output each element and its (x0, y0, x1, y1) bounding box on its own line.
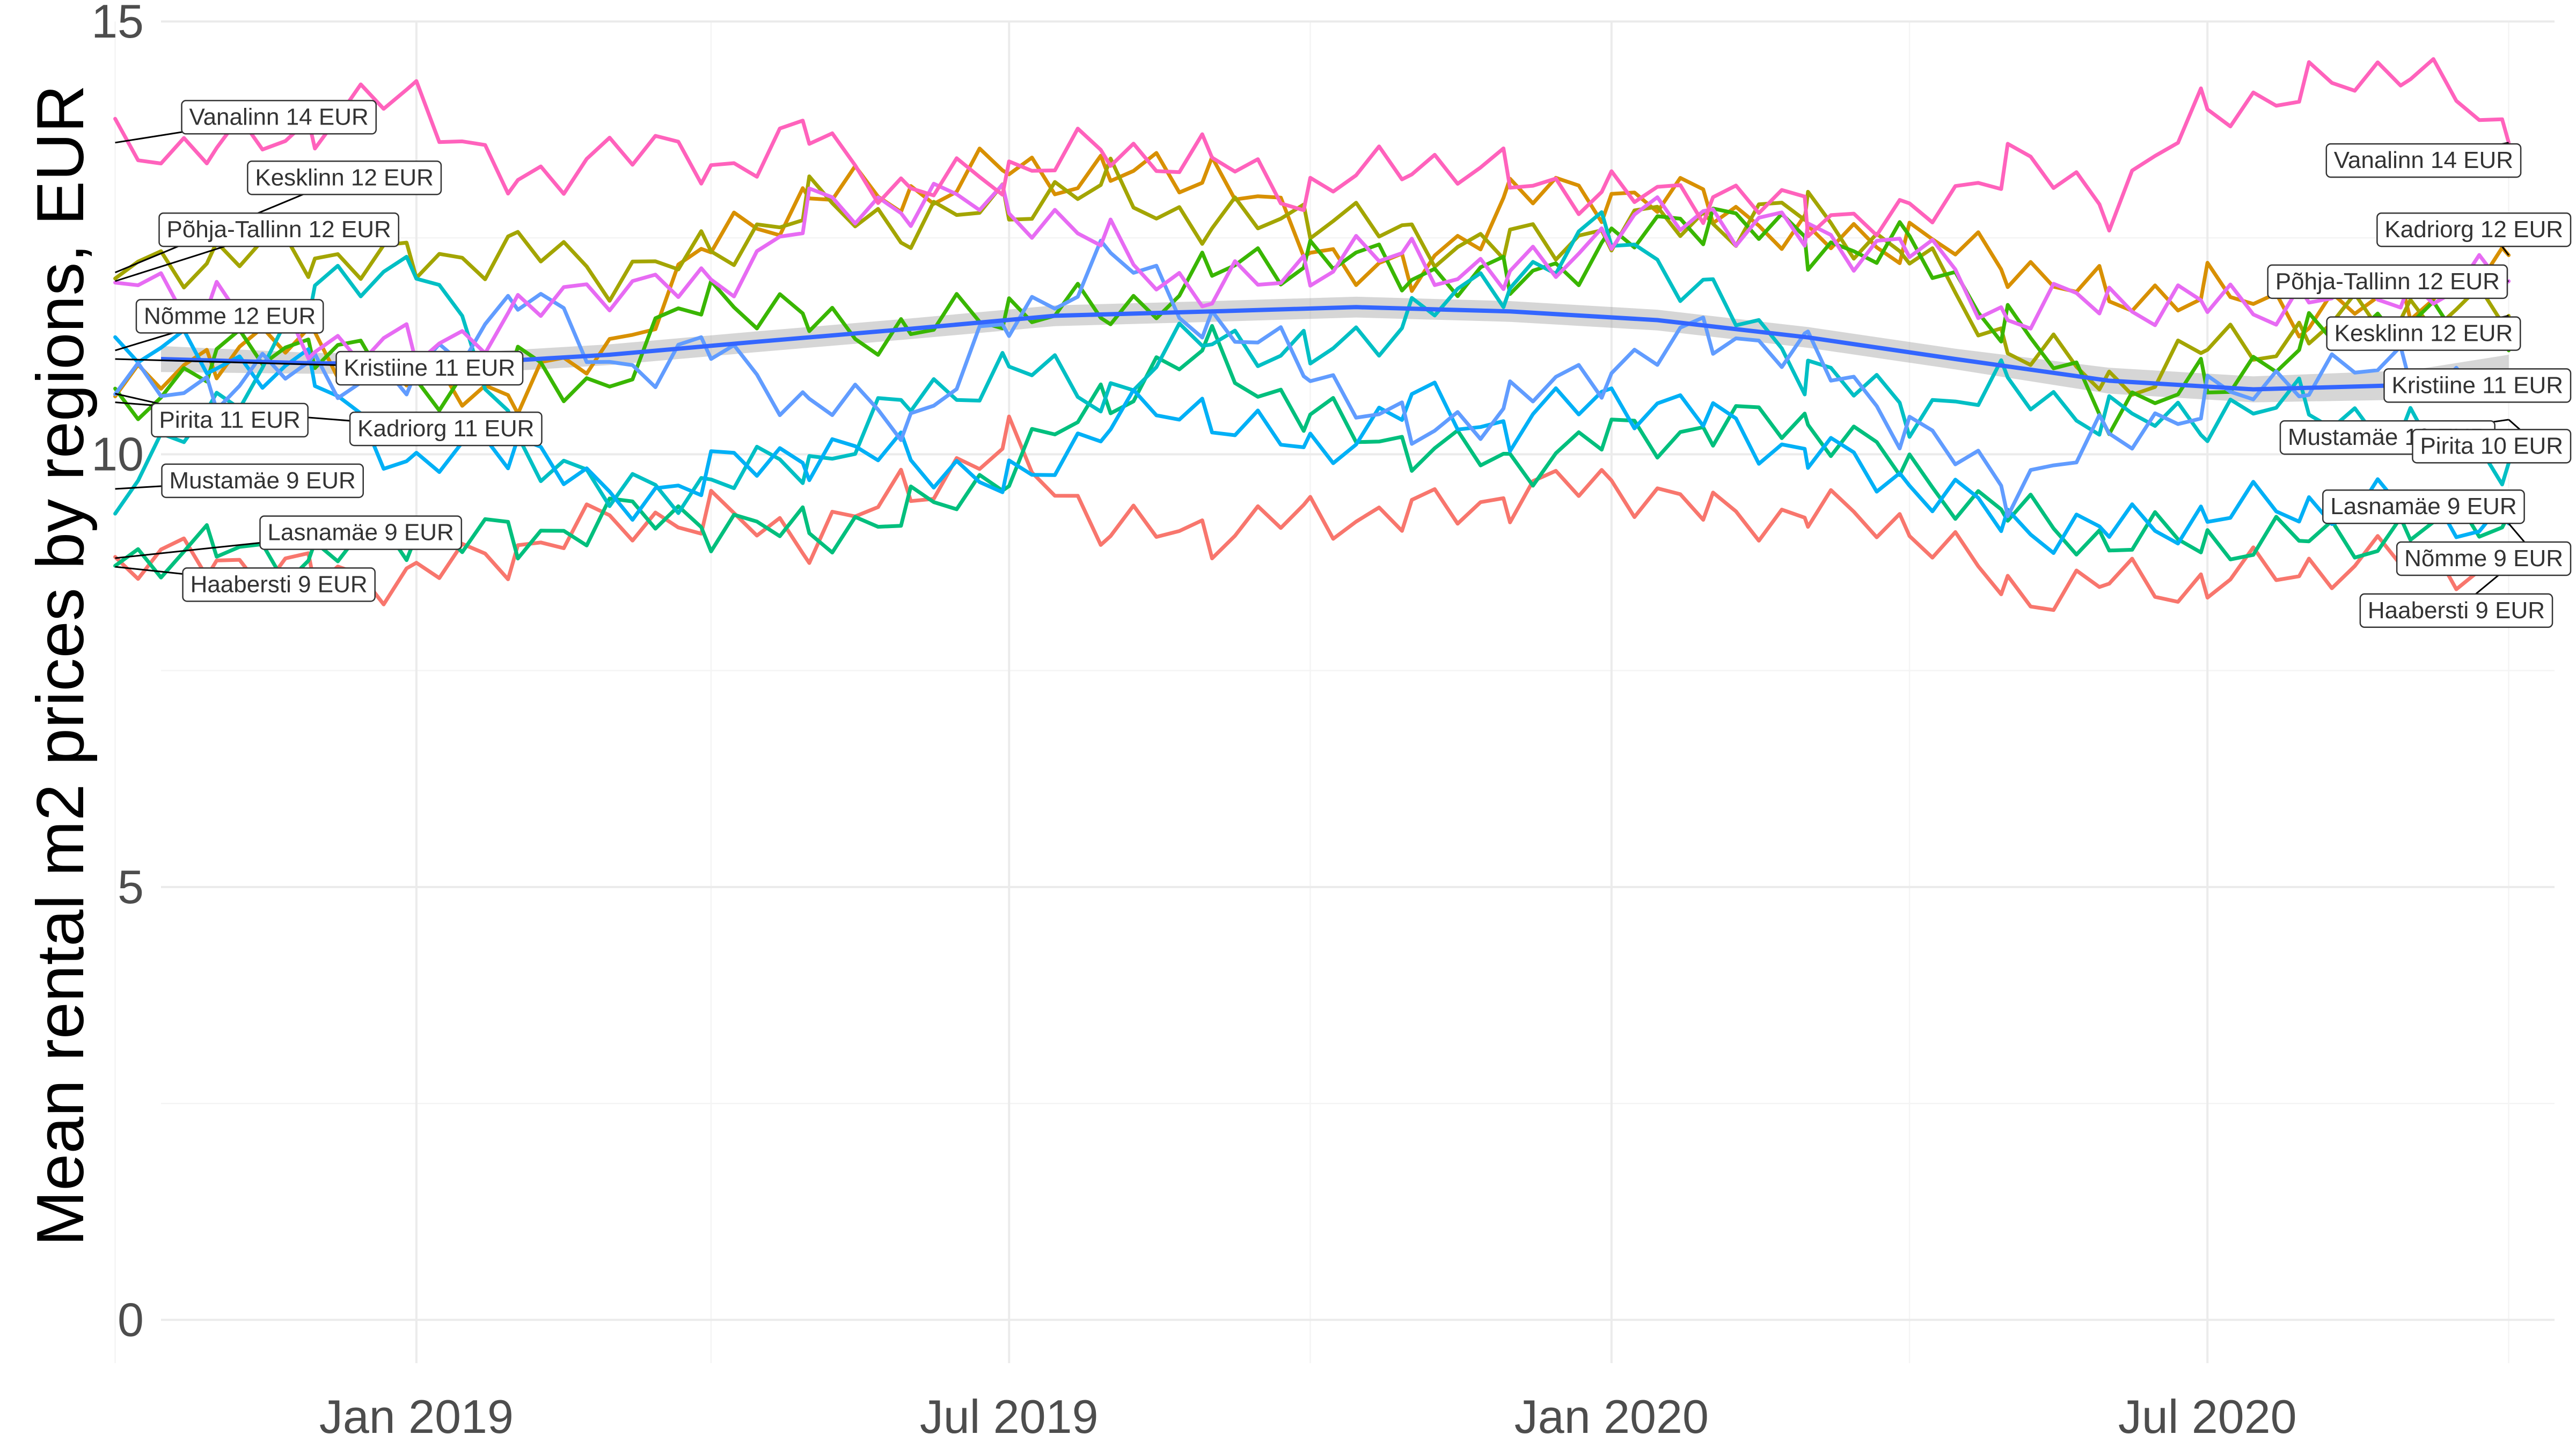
label-box (2383, 368, 2572, 403)
trend-confidence-band-layer (161, 296, 2509, 402)
series-label-lasnamae-9-eur: Lasnamäe 9 EUR (259, 515, 463, 550)
series-label-mustamae-9-eur: Mustamäe 9 EUR (161, 463, 364, 499)
label-text: Kadriorg 12 EUR (2384, 216, 2563, 243)
series-line-vanalinn (113, 57, 2511, 238)
label-box (2359, 593, 2553, 628)
series-line-pohja-tallinn (113, 181, 2511, 365)
label-box (182, 567, 376, 602)
series-label-kadriorg-12-eur: Kadriorg 12 EUR (2376, 212, 2572, 247)
label-text: Kristiine 11 EUR (344, 355, 516, 381)
y-tick-label: 15 (91, 0, 144, 48)
label-box (259, 515, 463, 550)
x-axis-tick-labels: Jan 2019 Jul 2019 Jan 2020 Jul 2020 (319, 1390, 2297, 1443)
label-text: Kesklinn 12 EUR (255, 164, 434, 191)
series-label-vanalinn-14-eur: Vanalinn 14 EUR (2325, 143, 2522, 178)
series-label-nomme-9-eur: Nõmme 9 EUR (2396, 541, 2572, 576)
label-box (349, 411, 543, 447)
series-line-kadriorg (113, 147, 2511, 416)
label-text: Kristiine 11 EUR (2391, 372, 2563, 398)
label-text: Kadriorg 11 EUR (357, 415, 534, 442)
series-label-kadriorg-11-eur: Kadriorg 11 EUR (349, 411, 543, 447)
series-label-kristiine-11-eur: Kristiine 11 EUR (2383, 368, 2572, 403)
label-text: Mustamäe 9 EUR (170, 467, 356, 494)
label-box (161, 463, 364, 499)
label-text: Haabersti 9 EUR (191, 571, 368, 597)
series-label-pohja-tallinn-12-eur: Põhja-Tallinn 12 EUR (158, 212, 400, 247)
label-box (2412, 429, 2572, 464)
label-text: Lasnamäe 9 EUR (2330, 493, 2516, 519)
label-text: Põhja-Tallinn 12 EUR (167, 216, 391, 243)
series-line-lasnamae (113, 324, 2511, 586)
label-box (151, 402, 309, 438)
x-tick-label: Jan 2020 (1514, 1390, 1709, 1443)
series-line-pirita (113, 238, 2511, 518)
label-box (2376, 212, 2572, 247)
series-label-kesklinn-12-eur: Kesklinn 12 EUR (2326, 316, 2521, 351)
label-text: Pirita 11 EUR (159, 407, 300, 433)
label-box (2267, 264, 2508, 299)
y-axis-tick-labels: 0 5 10 15 (91, 0, 144, 1346)
y-tick-label: 10 (91, 427, 144, 480)
series-label-pirita-10-eur: Pirita 10 EUR (2412, 429, 2572, 464)
series-label-vanalinn-14-eur: Vanalinn 14 EUR (181, 100, 377, 135)
label-box (2322, 489, 2525, 524)
label-text: Nõmme 9 EUR (2404, 545, 2563, 572)
trend-line (160, 305, 2509, 392)
grid-lines (114, 20, 2555, 1363)
label-box (181, 100, 377, 135)
series-label-haabersti-9-eur: Haabersti 9 EUR (2359, 593, 2553, 628)
label-box (2396, 541, 2572, 576)
label-box (135, 299, 324, 334)
label-text: Nõmme 12 EUR (144, 303, 316, 329)
label-box (247, 160, 442, 195)
series-label-pirita-11-eur: Pirita 11 EUR (151, 402, 309, 438)
x-tick-label: Jul 2019 (920, 1390, 1099, 1443)
label-text: Vanalinn 14 EUR (189, 104, 369, 130)
label-box (335, 350, 524, 386)
label-box (2326, 316, 2521, 351)
series-label-pohja-tallinn-12-eur: Põhja-Tallinn 12 EUR (2267, 264, 2508, 299)
y-tick-label: 5 (118, 860, 144, 913)
series-label-haabersti-9-eur: Haabersti 9 EUR (182, 567, 376, 602)
label-box (158, 212, 400, 247)
y-axis-title: Mean rental m2 prices by regions, EUR (24, 85, 98, 1246)
series-label-nomme-12-eur: Nõmme 12 EUR (135, 299, 324, 334)
y-tick-label: 0 (118, 1293, 144, 1346)
label-text: Vanalinn 14 EUR (2334, 147, 2513, 173)
x-tick-label: Jan 2019 (319, 1390, 514, 1443)
label-text: Haabersti 9 EUR (2368, 597, 2545, 624)
label-text: Kesklinn 12 EUR (2334, 320, 2513, 347)
x-tick-label: Jul 2020 (2118, 1390, 2297, 1443)
label-text: Põhja-Tallinn 12 EUR (2275, 268, 2500, 295)
trend-confidence-band (161, 296, 2509, 402)
label-text: Pirita 10 EUR (2420, 433, 2563, 459)
label-box (2325, 143, 2522, 178)
series-line-kesklinn (113, 156, 2511, 397)
series-label-kesklinn-12-eur: Kesklinn 12 EUR (247, 160, 442, 195)
series-label-lasnamae-9-eur: Lasnamäe 9 EUR (2322, 489, 2525, 524)
series-labels: Vanalinn 14 EUR Kesklinn 12 EUR Põhja-Tall… (135, 100, 2572, 628)
series-lines (113, 57, 2511, 612)
series-label-kristiine-11-eur: Kristiine 11 EUR (335, 350, 524, 386)
trend-line-layer (160, 305, 2509, 392)
label-text: Lasnamäe 9 EUR (268, 519, 454, 546)
